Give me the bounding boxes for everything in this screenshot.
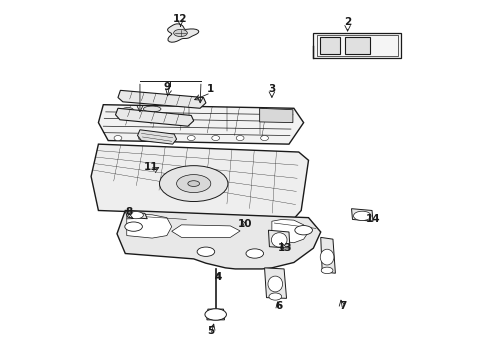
Polygon shape (272, 220, 309, 243)
Polygon shape (127, 214, 172, 238)
Ellipse shape (212, 135, 220, 140)
Ellipse shape (236, 135, 244, 140)
Polygon shape (260, 108, 293, 123)
Ellipse shape (261, 135, 269, 140)
Ellipse shape (205, 309, 226, 320)
Ellipse shape (176, 175, 211, 193)
Text: 13: 13 (278, 243, 293, 253)
Ellipse shape (187, 135, 195, 140)
Ellipse shape (163, 135, 171, 140)
Ellipse shape (122, 108, 134, 113)
Text: 7: 7 (339, 301, 346, 311)
Ellipse shape (139, 135, 147, 140)
Text: 5: 5 (207, 325, 215, 336)
Ellipse shape (114, 135, 122, 140)
Text: 4: 4 (215, 272, 222, 282)
Ellipse shape (320, 249, 334, 265)
Ellipse shape (271, 233, 287, 247)
Polygon shape (91, 144, 309, 218)
Text: 6: 6 (275, 301, 283, 311)
Ellipse shape (246, 249, 264, 258)
Polygon shape (265, 268, 287, 298)
Ellipse shape (197, 247, 215, 256)
Text: 1: 1 (207, 84, 215, 94)
Text: 3: 3 (268, 84, 275, 94)
Text: 11: 11 (144, 162, 158, 172)
Polygon shape (320, 37, 340, 54)
Polygon shape (117, 211, 321, 269)
Polygon shape (168, 24, 199, 42)
Polygon shape (98, 105, 304, 144)
Polygon shape (138, 130, 176, 144)
Text: 12: 12 (173, 14, 188, 24)
Ellipse shape (321, 267, 333, 274)
Ellipse shape (268, 276, 283, 292)
Text: 2: 2 (344, 17, 351, 27)
Ellipse shape (159, 166, 228, 202)
Polygon shape (125, 212, 147, 219)
Polygon shape (207, 309, 224, 320)
Text: 8: 8 (125, 207, 132, 217)
Polygon shape (116, 108, 194, 126)
Ellipse shape (353, 211, 371, 221)
Polygon shape (118, 90, 206, 108)
Polygon shape (269, 230, 290, 248)
Polygon shape (345, 37, 369, 54)
Ellipse shape (269, 293, 282, 300)
Polygon shape (351, 209, 373, 221)
Ellipse shape (125, 222, 143, 231)
Ellipse shape (295, 226, 313, 235)
Ellipse shape (144, 106, 161, 112)
Text: 14: 14 (366, 215, 380, 224)
Ellipse shape (188, 181, 199, 186)
Ellipse shape (129, 212, 144, 219)
Text: 10: 10 (238, 219, 252, 229)
Polygon shape (321, 237, 335, 273)
Polygon shape (172, 225, 240, 237)
Ellipse shape (173, 30, 187, 37)
Text: 9: 9 (163, 82, 171, 92)
Polygon shape (314, 33, 401, 58)
